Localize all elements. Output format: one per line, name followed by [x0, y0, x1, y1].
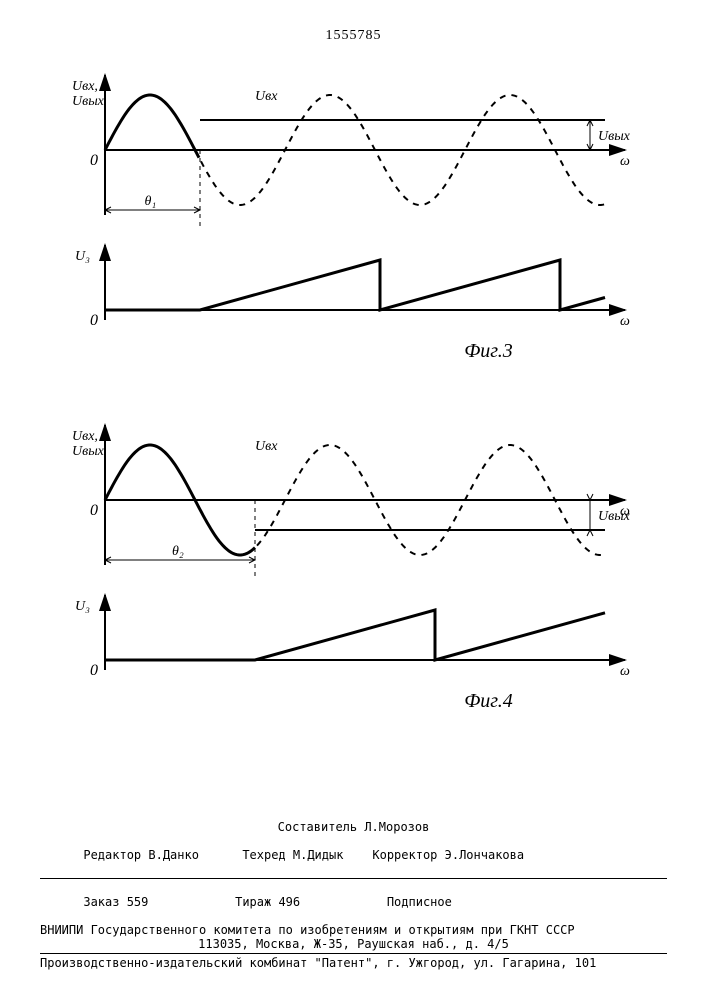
- svg-text:θ₁: θ₁: [145, 194, 157, 209]
- fig4-bottom-plot: U₃ 0 ωt: [70, 585, 630, 685]
- svg-text:0: 0: [90, 312, 98, 329]
- svg-text:0: 0: [90, 502, 98, 519]
- svg-text:Uвых: Uвых: [598, 129, 630, 144]
- fig3-bottom-plot: U₃ 0 ωt: [70, 235, 630, 335]
- org-line: ВНИИПИ Государственного комитета по изоб…: [40, 923, 667, 937]
- svg-text:ωt: ωt: [620, 154, 630, 169]
- svg-text:ωt: ωt: [620, 314, 630, 329]
- techred: Техред М.Дидык: [242, 848, 343, 862]
- corrector: Корректор Э.Лончакова: [372, 848, 524, 862]
- tirage: Тираж 496: [235, 895, 300, 909]
- svg-text:Uвх: Uвх: [255, 439, 278, 454]
- svg-text:ωt: ωt: [620, 664, 630, 679]
- svg-text:U₃: U₃: [75, 249, 90, 264]
- figure-3: Uвх,Uвых0ωtUвхUвыхθ₁ U₃0ωt Фиг.3: [70, 70, 707, 363]
- editor-line: Редактор В.Данко Техред М.Дидык Корректо…: [40, 834, 667, 876]
- order-line: Заказ 559 Тираж 496 Подписное: [40, 881, 667, 923]
- compiler-line: Составитель Л.Морозов: [40, 820, 667, 834]
- divider: [40, 953, 667, 954]
- svg-text:Uвых: Uвых: [598, 509, 630, 524]
- page: 1555785 Uвх,Uвых0ωtUвхUвыхθ₁ U₃0ωt Фиг.3…: [0, 0, 707, 1000]
- svg-text:θ₂: θ₂: [172, 544, 184, 559]
- svg-text:0: 0: [90, 152, 98, 169]
- fig3-top-plot: Uвх,Uвых0ωtUвхUвыхθ₁: [70, 70, 630, 230]
- footer: Составитель Л.Морозов Редактор В.Данко Т…: [40, 820, 667, 970]
- subscription: Подписное: [387, 895, 452, 909]
- editor: Редактор В.Данко: [83, 848, 199, 862]
- fig4-caption: Фиг.4: [270, 690, 707, 713]
- svg-text:Uвх: Uвх: [255, 89, 278, 104]
- svg-text:Uвых: Uвых: [72, 94, 105, 109]
- svg-text:Uвых: Uвых: [72, 444, 105, 459]
- svg-text:Uвх,: Uвх,: [72, 429, 98, 444]
- fig3-caption: Фиг.3: [270, 340, 707, 363]
- order: Заказ 559: [83, 895, 148, 909]
- svg-text:Uвх,: Uвх,: [72, 79, 98, 94]
- figure-4: Uвх,Uвых0ωtUвхUвыхθ₂ U₃0ωt Фиг.4: [70, 420, 707, 713]
- fig4-top-plot: Uвх,Uвых0ωtUвхUвыхθ₂: [70, 420, 630, 580]
- patent-number: 1555785: [0, 28, 707, 44]
- address2-line: Производственно-издательский комбинат "П…: [40, 956, 667, 970]
- divider: [40, 878, 667, 879]
- svg-text:0: 0: [90, 662, 98, 679]
- svg-text:U₃: U₃: [75, 599, 90, 614]
- address1-line: 113035, Москва, Ж-35, Раушская наб., д. …: [40, 937, 667, 951]
